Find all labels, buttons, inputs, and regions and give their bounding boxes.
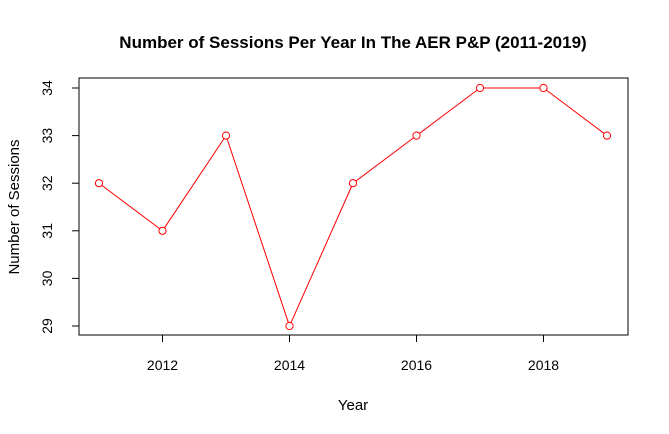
x-tick-label: 2014	[274, 357, 305, 373]
y-tick-label: 29	[39, 318, 55, 334]
x-tick-label: 2018	[528, 357, 559, 373]
y-axis-label: Number of Sessions	[6, 139, 23, 274]
y-tick-label: 34	[39, 80, 55, 96]
y-axis: 29 30 31 32 33 34	[39, 80, 80, 334]
chart-title: Number of Sessions Per Year In The AER P…	[119, 33, 586, 52]
series-line-segment	[419, 89, 478, 134]
x-tick-label: 2012	[147, 357, 178, 373]
y-tick-label: 33	[39, 128, 55, 144]
series-line-segment	[355, 137, 414, 182]
x-axis: 2012 2014 2016 2018	[147, 334, 559, 373]
data-point	[221, 131, 231, 140]
series-line-segment	[101, 184, 160, 230]
data-point	[158, 226, 167, 235]
data-point	[475, 83, 485, 93]
data-point	[412, 131, 421, 140]
x-axis-label: Year	[338, 397, 368, 414]
series-line-segment	[226, 138, 289, 323]
y-tick-label: 30	[39, 270, 55, 286]
data-point	[539, 83, 548, 93]
x-tick-label: 2016	[401, 357, 432, 373]
y-tick-label: 32	[39, 175, 55, 191]
y-tick-label: 31	[39, 223, 55, 239]
data-point	[94, 179, 104, 188]
series-line-segment	[546, 89, 605, 134]
data-point	[285, 321, 294, 331]
data-point	[348, 179, 358, 188]
series-layer	[94, 83, 612, 331]
data-point	[602, 131, 612, 140]
plot-area-frame	[78, 77, 629, 336]
series-line-segment	[164, 138, 225, 229]
series-line-segment	[290, 186, 352, 323]
